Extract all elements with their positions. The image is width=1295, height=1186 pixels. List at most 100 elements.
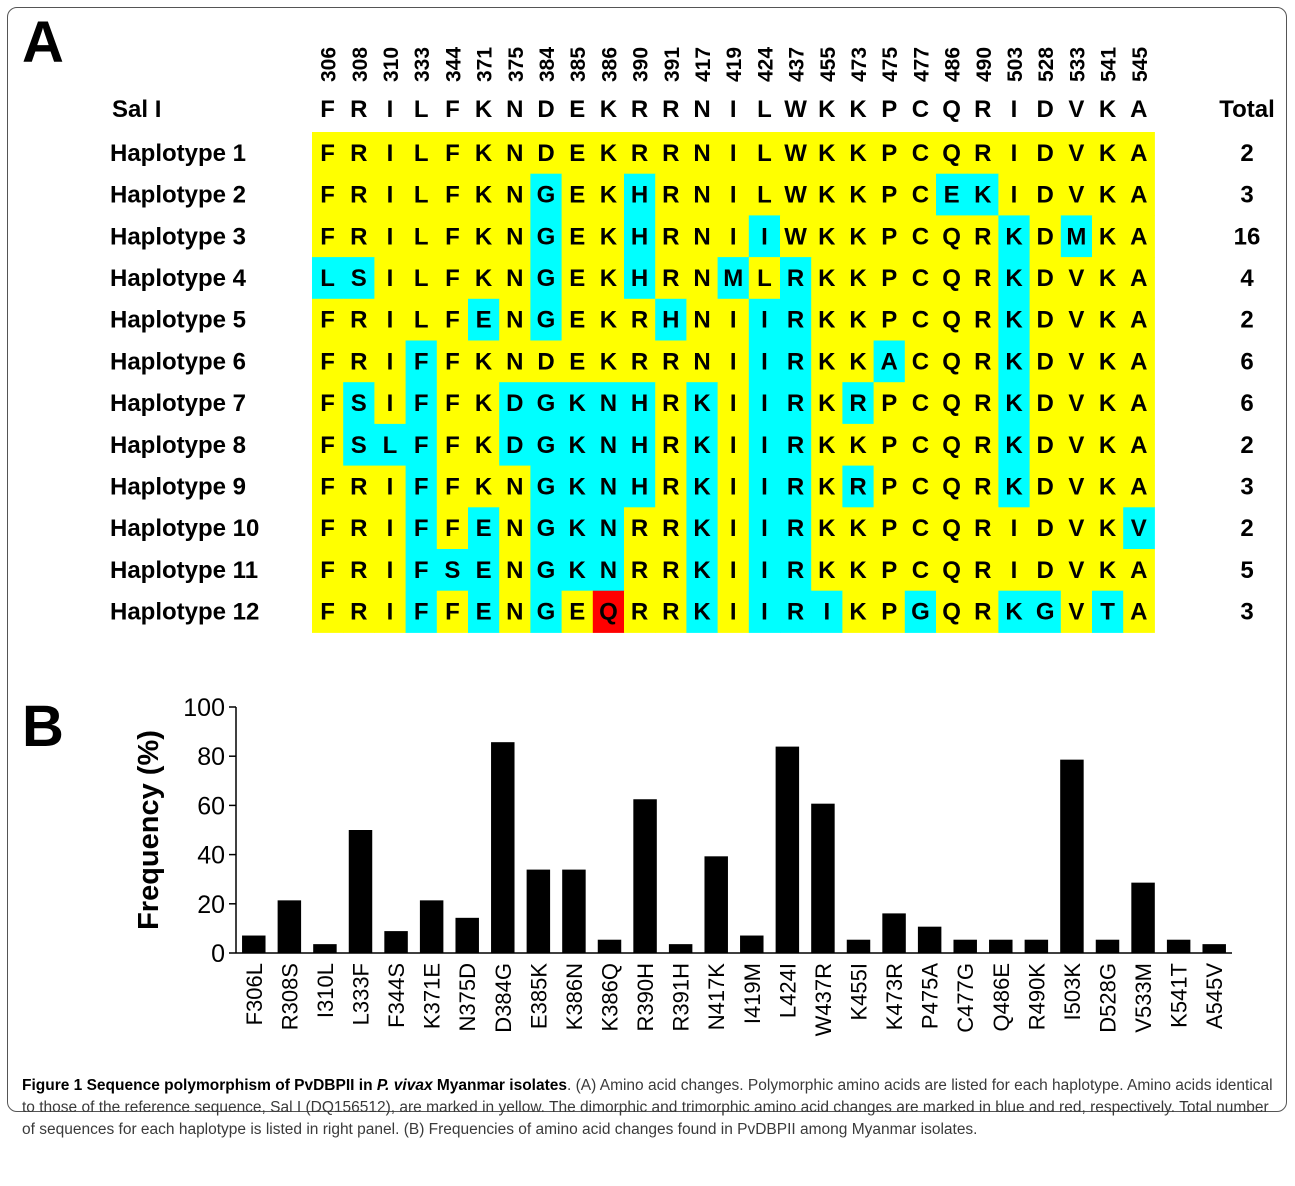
x-tick-label: F344S <box>384 963 409 1028</box>
cell-bg <box>343 173 375 216</box>
haplotype-residue: R <box>662 515 679 542</box>
cell-bg <box>1029 257 1062 300</box>
cell-bg <box>1060 549 1093 592</box>
haplotype-residue: K <box>475 265 493 292</box>
cell-bg <box>405 382 438 425</box>
cell-bg <box>530 549 563 592</box>
haplotype-residue: K <box>1005 390 1023 417</box>
haplotype-residue: P <box>881 223 897 250</box>
cell-bg <box>592 298 625 341</box>
haplotype-total: 5 <box>1240 557 1253 584</box>
haplotype-residue: N <box>600 557 617 584</box>
cell-bg <box>873 465 906 508</box>
y-tick-label: 40 <box>197 842 225 870</box>
cell-bg <box>468 298 500 341</box>
cell-bg <box>873 507 906 550</box>
x-tick-label: I419M <box>740 963 765 1024</box>
haplotype-residue: K <box>1099 390 1117 417</box>
haplotype-residue: N <box>693 307 710 334</box>
haplotype-residue: D <box>1037 348 1054 375</box>
haplotype-residue: K <box>1005 307 1023 334</box>
cell-bg <box>998 340 1031 383</box>
haplotype-residue: H <box>631 223 648 250</box>
cell-bg <box>717 382 750 425</box>
haplotype-residue: L <box>414 265 429 292</box>
reference-residue: R <box>662 96 679 123</box>
bar <box>882 913 906 953</box>
cell-bg <box>1123 340 1155 383</box>
haplotype-residue: P <box>881 265 897 292</box>
cell-bg <box>312 465 344 508</box>
haplotype-residue: R <box>974 223 991 250</box>
position-header: 333 <box>411 47 434 82</box>
haplotype-residue: R <box>974 432 991 459</box>
cell-bg <box>967 132 999 175</box>
cell-bg <box>904 173 937 216</box>
haplotype-residue: R <box>631 515 648 542</box>
haplotype-residue: K <box>693 432 711 459</box>
cell-bg <box>530 507 563 550</box>
cell-bg <box>873 382 906 425</box>
haplotype-residue: K <box>600 348 618 375</box>
cell-bg <box>686 590 719 633</box>
haplotype-residue: K <box>693 390 711 417</box>
haplotype-residue: Q <box>942 223 961 250</box>
x-tick-label: N417K <box>704 963 729 1031</box>
cell-bg <box>343 257 375 300</box>
haplotype-total: 2 <box>1240 432 1253 459</box>
haplotype-residue: G <box>537 599 556 626</box>
cell-bg <box>436 215 469 258</box>
cell-bg <box>343 298 375 341</box>
haplotype-residue: E <box>476 599 492 626</box>
cell-bg <box>436 382 469 425</box>
bar <box>277 900 302 953</box>
cell-bg <box>811 507 843 550</box>
x-tick-label: D384G <box>491 963 516 1033</box>
cell-bg <box>655 590 687 633</box>
haplotype-residue: A <box>881 348 898 375</box>
haplotype-residue: R <box>787 390 804 417</box>
cell-bg <box>1060 132 1093 175</box>
haplotype-residue: G <box>537 473 556 500</box>
haplotype-residue: R <box>350 307 367 334</box>
cell-bg <box>530 465 563 508</box>
haplotype-residue: Q <box>942 432 961 459</box>
haplotype-residue: D <box>1037 557 1054 584</box>
cell-bg <box>436 465 469 508</box>
cell-bg <box>499 132 531 175</box>
haplotype-total: 3 <box>1240 182 1253 209</box>
reference-residue: N <box>506 96 523 123</box>
cell-bg <box>811 215 843 258</box>
cell-bg <box>592 465 625 508</box>
haplotype-residue: K <box>849 432 867 459</box>
haplotype-residue: V <box>1068 307 1084 334</box>
haplotype-label: Haplotype 3 <box>110 223 246 250</box>
haplotype-residue: N <box>693 265 710 292</box>
haplotype-residue: N <box>693 223 710 250</box>
haplotype-residue: K <box>818 182 836 209</box>
cell-bg <box>530 423 563 467</box>
cell-bg <box>530 173 563 216</box>
cell-bg <box>811 382 843 425</box>
haplotype-residue: K <box>1099 557 1117 584</box>
haplotype-residue: I <box>761 557 768 584</box>
x-tick-label: I503K <box>1060 963 1085 1021</box>
cell-bg <box>374 132 407 175</box>
cell-bg <box>343 590 375 633</box>
haplotype-residue: N <box>506 182 523 209</box>
haplotype-label: Haplotype 1 <box>110 140 246 167</box>
cell-bg <box>405 507 438 550</box>
cell-bg <box>624 173 656 216</box>
cell-bg <box>468 465 500 508</box>
cell-bg <box>780 423 812 467</box>
haplotype-residue: E <box>476 515 492 542</box>
haplotype-residue: K <box>600 182 618 209</box>
haplotype-residue: I <box>761 473 768 500</box>
cell-bg <box>312 423 344 467</box>
x-tick-label: L424I <box>775 963 800 1018</box>
cell-bg <box>561 257 594 300</box>
panel-a-label: A <box>22 10 64 75</box>
cell-bg <box>686 132 719 175</box>
haplotype-residue: F <box>445 599 460 626</box>
haplotype-residue: S <box>444 557 460 584</box>
